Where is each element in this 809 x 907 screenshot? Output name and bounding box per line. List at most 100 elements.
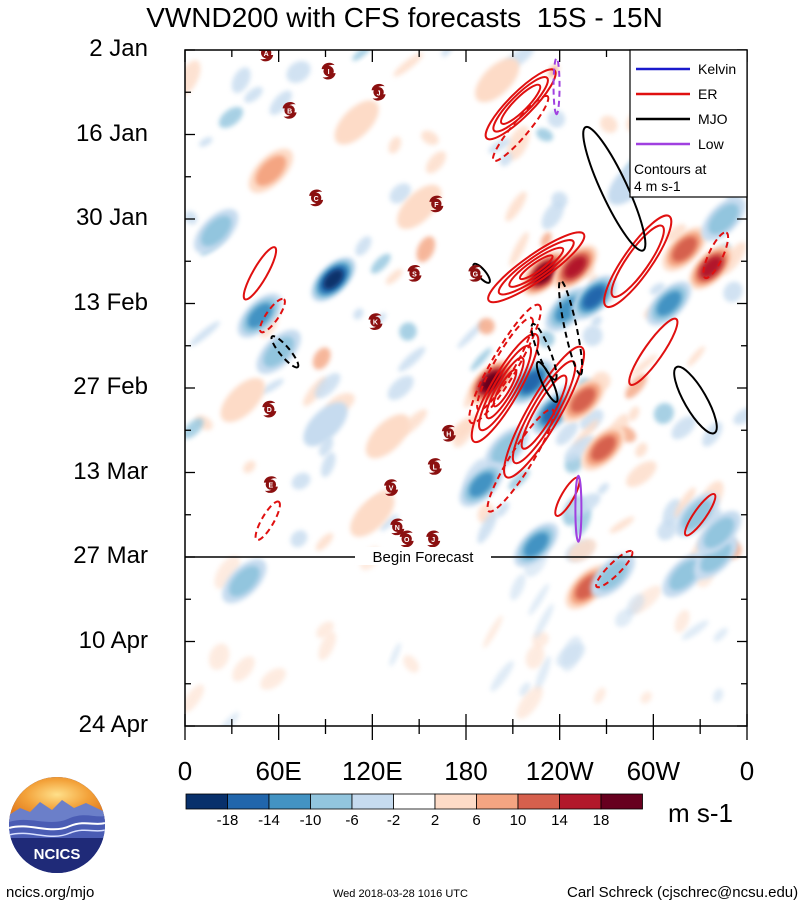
storm-label: F xyxy=(434,202,439,209)
texture-blob xyxy=(290,530,308,548)
storm-marker: V xyxy=(384,479,399,496)
storm-marker: F xyxy=(429,195,444,213)
colorbar-tick-label: 10 xyxy=(509,812,527,829)
texture-blob xyxy=(380,514,399,531)
texture-blob xyxy=(232,656,255,682)
storm-swirl-icon xyxy=(259,50,274,62)
texture-blob xyxy=(388,136,402,154)
colorbar-tick-label: -18 xyxy=(216,812,239,829)
anomaly-blob xyxy=(597,559,629,591)
texture-blob xyxy=(416,236,436,263)
texture-blob xyxy=(214,555,241,590)
texture-blob xyxy=(516,686,543,719)
storm-marker: D xyxy=(262,400,277,418)
storm-marker: B xyxy=(282,102,297,119)
storm-swirl-icon xyxy=(407,264,422,282)
legend-er-label: ER xyxy=(698,86,717,102)
ncics-logo: NCICS xyxy=(9,777,105,873)
anomaly-blob xyxy=(323,269,344,290)
texture-blob xyxy=(555,421,579,446)
texture-blob xyxy=(199,137,213,147)
y-tick-label: 13 Mar xyxy=(73,457,148,485)
texture-blob xyxy=(534,603,554,639)
texture-blob xyxy=(399,322,417,341)
texture-blob xyxy=(490,660,514,692)
texture-blob xyxy=(403,655,419,673)
texture-blob xyxy=(626,460,657,488)
er-contour xyxy=(242,246,278,301)
texture-blob xyxy=(528,583,550,616)
storm-dot xyxy=(370,316,381,327)
texture-blob xyxy=(626,593,645,616)
colorbar-swatch xyxy=(351,793,394,810)
storm-markers: A I J B C F S G K D H L E V NO J xyxy=(259,50,483,548)
x-tick-label: 0 xyxy=(739,756,755,786)
y-tick-label: 27 Feb xyxy=(73,373,148,400)
texture-blob xyxy=(674,609,690,633)
legend-low-label: Low xyxy=(698,136,725,152)
texture-blob xyxy=(482,615,503,649)
texture-blob xyxy=(674,487,696,518)
storm-marker: E xyxy=(263,476,278,493)
storm-dot xyxy=(260,50,272,59)
colorbar-swatch xyxy=(268,793,311,810)
storm-dot xyxy=(264,403,275,415)
logo-text: NCICS xyxy=(34,846,81,863)
storm-dot xyxy=(323,65,334,77)
x-tick-label: 60E xyxy=(255,756,302,786)
legend-note-line2: 4 m s-1 xyxy=(634,178,681,194)
mjo-contour xyxy=(530,322,558,381)
x-tick-label: 0 xyxy=(177,756,193,786)
texture-blob xyxy=(506,125,530,161)
texture-blob xyxy=(387,375,414,401)
y-tick-label: 13 Feb xyxy=(73,288,148,316)
anomaly-blob xyxy=(669,559,700,591)
anomaly-blob xyxy=(520,371,543,393)
texture-blob xyxy=(733,407,747,425)
storm-marker: J xyxy=(371,83,386,101)
colorbar-swatch xyxy=(559,793,602,810)
storm-label: E xyxy=(269,483,274,490)
er-contour xyxy=(492,76,549,133)
storm-dot xyxy=(373,87,384,98)
texture-blob xyxy=(398,346,426,372)
colorbar-swatch xyxy=(310,793,353,810)
colorbar-tick-label: 6 xyxy=(472,812,481,829)
storm-label: I xyxy=(328,69,330,76)
colorbar-swatch xyxy=(476,793,519,810)
storm-dot xyxy=(470,268,481,279)
anomaly-blob xyxy=(334,100,379,145)
texture-blob xyxy=(653,403,674,424)
texture-blob xyxy=(185,210,198,225)
er-contour xyxy=(487,231,586,304)
storm-swirl-icon xyxy=(262,400,277,418)
anomaly-blob xyxy=(397,184,442,230)
storm-swirl-icon xyxy=(384,479,399,496)
texture-blob xyxy=(600,115,618,134)
footer-timestamp: Wed 2018-03-28 1016 UTC xyxy=(333,888,468,900)
storm-dot xyxy=(284,105,295,116)
texture-blob xyxy=(385,268,403,285)
anomaly-blob xyxy=(700,256,722,279)
anomaly-blob xyxy=(247,303,273,328)
y-tick-label: 16 Jan xyxy=(75,119,148,147)
low-contour xyxy=(574,474,583,543)
texture-blob xyxy=(597,482,609,495)
er-contour xyxy=(491,94,550,163)
texture-blob xyxy=(564,435,596,462)
texture-blob xyxy=(291,472,311,490)
y-tick-label: 27 Mar xyxy=(73,542,148,569)
y-tick-label: 2 Jan xyxy=(89,35,148,62)
er-contour xyxy=(520,374,568,450)
texture-blob xyxy=(355,236,372,256)
colorbar-swatch xyxy=(393,793,436,810)
storm-label: J xyxy=(377,90,381,97)
colorbar-tick-label: 14 xyxy=(551,812,568,829)
texture-blob xyxy=(421,130,439,146)
storm-dot xyxy=(401,533,412,545)
storm-label: V xyxy=(389,486,394,493)
texture-blob xyxy=(260,668,286,690)
legend-kelvin-label: Kelvin xyxy=(698,61,736,77)
storm-label: H xyxy=(446,431,451,438)
storm-marker: O xyxy=(399,530,414,548)
